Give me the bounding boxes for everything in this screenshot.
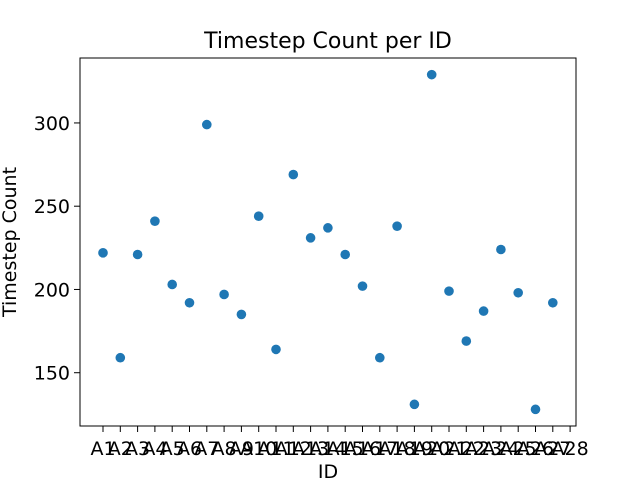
x-tick-label: A11 bbox=[257, 438, 294, 460]
x-tick-label: A7 bbox=[194, 438, 219, 460]
data-point bbox=[357, 281, 368, 291]
data-point bbox=[288, 169, 299, 180]
chart-title: Timestep Count per ID bbox=[203, 29, 452, 54]
data-point bbox=[513, 287, 523, 298]
data-point bbox=[184, 297, 195, 308]
x-tick-label: A3 bbox=[125, 438, 150, 460]
x-tick-label: A9 bbox=[229, 438, 254, 460]
data-point bbox=[530, 404, 541, 415]
y-axis-label: Timestep Count bbox=[0, 167, 21, 318]
y-tick-label: 300 bbox=[34, 113, 70, 135]
data-point bbox=[548, 297, 558, 308]
x-tick-label: A26 bbox=[517, 438, 554, 460]
data-point bbox=[392, 221, 402, 231]
x-tick-label: A14 bbox=[309, 438, 346, 460]
x-tick-label: A5 bbox=[160, 438, 185, 460]
x-tick-label: A20 bbox=[413, 438, 450, 460]
x-tick-label: A24 bbox=[482, 438, 519, 460]
x-tick-label: A12 bbox=[275, 438, 312, 460]
data-point bbox=[375, 352, 385, 363]
plot-area: 150200250300A1A2A3A4A5A6A7A8A9A10A11A12A… bbox=[34, 57, 589, 460]
data-point bbox=[271, 344, 281, 355]
x-tick-label: A13 bbox=[292, 438, 329, 460]
data-point bbox=[461, 336, 472, 346]
data-point bbox=[444, 286, 454, 296]
x-tick-label: A16 bbox=[344, 438, 381, 460]
x-tick-label: A6 bbox=[177, 438, 202, 460]
x-tick-label: A27 bbox=[534, 438, 571, 460]
x-tick-label: A4 bbox=[142, 438, 167, 460]
y-tick-label: 250 bbox=[34, 196, 70, 218]
data-point bbox=[323, 223, 333, 233]
x-tick-label: A10 bbox=[240, 438, 277, 460]
x-tick-label: A25 bbox=[500, 438, 537, 460]
data-point bbox=[409, 399, 420, 410]
data-point bbox=[305, 233, 316, 243]
x-tick-label: A28 bbox=[552, 438, 589, 460]
data-point bbox=[426, 69, 437, 80]
x-tick-label: A1 bbox=[90, 438, 115, 460]
x-tick-label: A8 bbox=[212, 438, 237, 460]
data-point bbox=[496, 244, 506, 255]
x-tick-label: A19 bbox=[396, 438, 433, 460]
data-point bbox=[132, 249, 143, 260]
data-point bbox=[167, 279, 177, 290]
x-tick-label: A2 bbox=[108, 438, 133, 460]
data-point bbox=[202, 119, 212, 130]
axes-frame bbox=[79, 57, 577, 427]
data-point bbox=[236, 309, 247, 320]
data-point bbox=[150, 216, 160, 226]
x-tick-label: A17 bbox=[361, 438, 398, 460]
x-tick-label: A23 bbox=[465, 438, 502, 460]
data-point bbox=[219, 289, 229, 300]
x-tick-label: A22 bbox=[448, 438, 485, 460]
x-tick-label: A18 bbox=[379, 438, 416, 460]
data-point bbox=[115, 352, 126, 363]
data-point bbox=[478, 306, 489, 316]
data-point bbox=[98, 248, 108, 258]
x-tick-label: A15 bbox=[327, 438, 364, 460]
x-axis-label: ID bbox=[318, 461, 338, 480]
data-point bbox=[340, 249, 351, 260]
data-point bbox=[253, 211, 264, 221]
x-tick-label: A21 bbox=[430, 438, 467, 460]
y-tick-label: 150 bbox=[34, 363, 70, 385]
y-tick-label: 200 bbox=[34, 279, 70, 301]
